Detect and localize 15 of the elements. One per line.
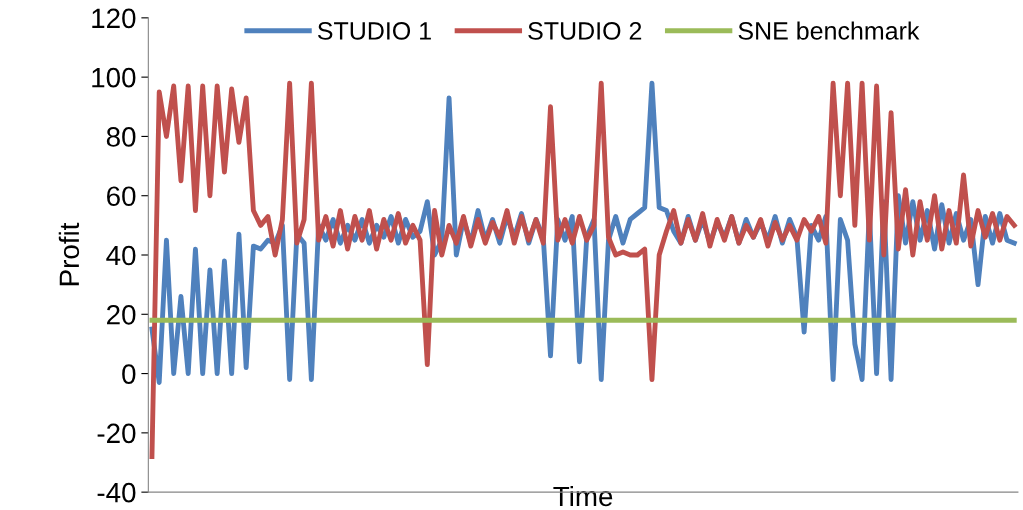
y-tick-label: 100: [92, 67, 136, 88]
y-tick-label: 60: [107, 186, 136, 207]
y-tick-label: -20: [97, 423, 136, 444]
y-tick-label: 120: [92, 8, 136, 29]
legend-label: STUDIO 1: [317, 22, 431, 40]
line-series: [149, 80, 1017, 460]
y-axis-title: Profit: [58, 222, 80, 286]
legend-label: STUDIO 2: [528, 22, 642, 40]
y-tick-label: 20: [107, 304, 136, 325]
legend-label: SNE benchmark: [738, 21, 920, 40]
y-tick-label: 40: [106, 245, 136, 266]
y-tick-label: 80: [106, 127, 136, 147]
y-tick-label: 0: [122, 364, 136, 384]
y-tick-label: -40: [97, 482, 136, 503]
x-axis-title: Time: [553, 485, 613, 507]
